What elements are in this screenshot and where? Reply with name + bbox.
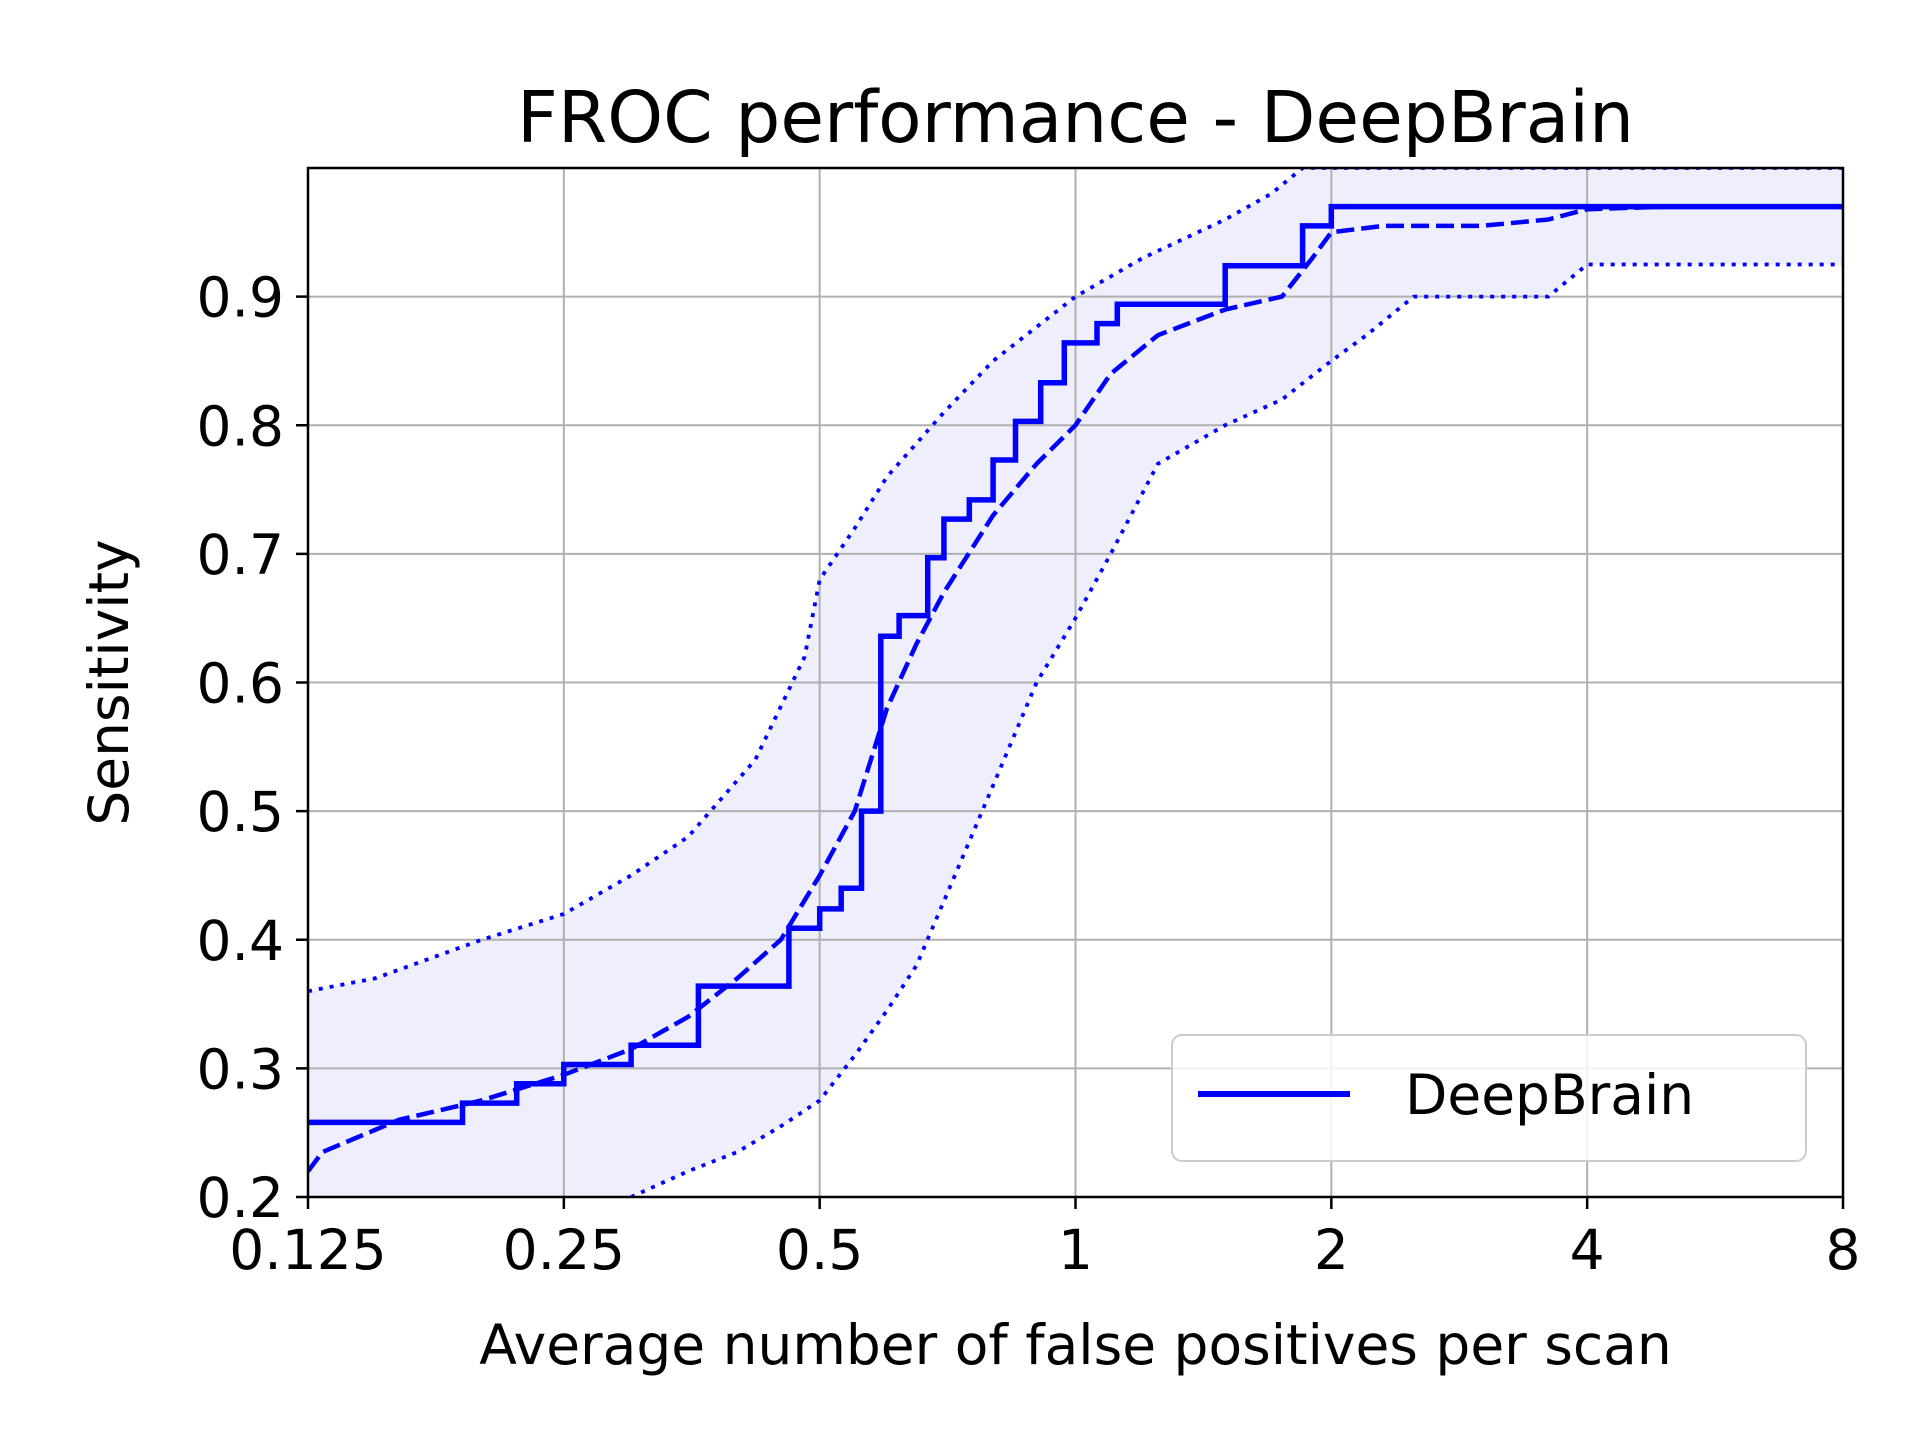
y-tick-label-5: 0.7 (197, 523, 284, 587)
axes (296, 166, 1845, 1209)
y-tick-label-3: 0.5 (197, 780, 284, 844)
series-dashed-line-1 (308, 204, 1843, 1173)
x-tick-label-3: 1 (1058, 1218, 1093, 1282)
x-axis-label: Average number of false positives per sc… (479, 1313, 1671, 1377)
y-tick-label-2: 0.4 (197, 909, 284, 973)
series-solid-line-0 (308, 203, 1843, 1126)
series-lines (308, 168, 1843, 1197)
legend-entry-deepbrain: DeepBrain (1405, 1063, 1694, 1127)
y-tick-label-6: 0.8 (197, 394, 284, 458)
y-tick-label-1: 0.3 (197, 1037, 284, 1101)
x-tick-label-1: 0.25 (503, 1218, 625, 1282)
x-tick-label-6: 8 (1826, 1218, 1861, 1282)
x-tick-label-4: 2 (1314, 1218, 1349, 1282)
chart-title: FROC performance - DeepBrain (517, 76, 1634, 159)
y-axis-label: Sensitivity (77, 539, 141, 825)
x-tick-label-0: 0.125 (229, 1218, 386, 1282)
legend-box (1171, 1034, 1807, 1162)
series-dotted-line-2 (308, 168, 1843, 994)
y-tick-label-7: 0.9 (197, 266, 284, 330)
y-tick-label-0: 0.2 (197, 1166, 284, 1230)
legend: DeepBrain (1171, 1034, 1807, 1162)
y-tick-label-4: 0.6 (197, 652, 284, 716)
tick-labels: 0.125 0.25 0.5 1 2 4 8 0.2 0.3 0.4 0.5 0.6 0.7 0.8 0.9 (197, 266, 1861, 1282)
series-dotted-line-3 (630, 262, 1843, 1197)
x-tick-label-2: 0.5 (776, 1218, 863, 1282)
x-tick-label-5: 4 (1570, 1218, 1605, 1282)
